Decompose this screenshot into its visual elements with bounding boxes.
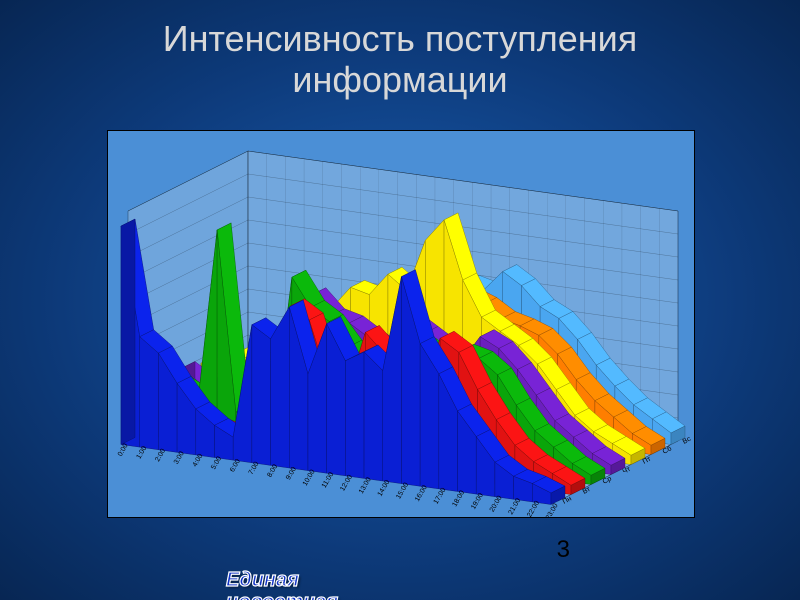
x-tick-label: 18:00: [451, 489, 466, 508]
x-tick-label: 21:00: [508, 497, 523, 516]
chart-3d: 0:001:002:003:004:005:006:007:008:009:00…: [108, 131, 694, 517]
slide-title: Интенсивность поступленияинформации: [0, 18, 800, 101]
x-tick-label: 22:00: [526, 500, 541, 517]
x-tick-label: 17:00: [433, 487, 448, 506]
x-tick-label: 14:00: [377, 479, 392, 498]
page-number: 3: [557, 536, 570, 564]
x-tick-label: 10:00: [302, 469, 317, 488]
x-tick-label: 12:00: [339, 474, 354, 493]
x-tick-label: 16:00: [414, 484, 429, 503]
x-tick-label: 15:00: [395, 482, 410, 501]
x-tick-label: 23:00: [545, 502, 560, 517]
x-tick-label: 20:00: [489, 495, 504, 514]
x-tick-label: 13:00: [358, 476, 373, 495]
x-tick-label: 19:00: [470, 492, 485, 511]
chart-panel: 0:001:002:003:004:005:006:007:008:009:00…: [107, 130, 695, 518]
x-tick-label: 11:00: [321, 471, 336, 489]
slide: Интенсивность поступленияинформации 0:00…: [0, 0, 800, 600]
chart-caption: Единаяновостная лента: [226, 569, 338, 600]
